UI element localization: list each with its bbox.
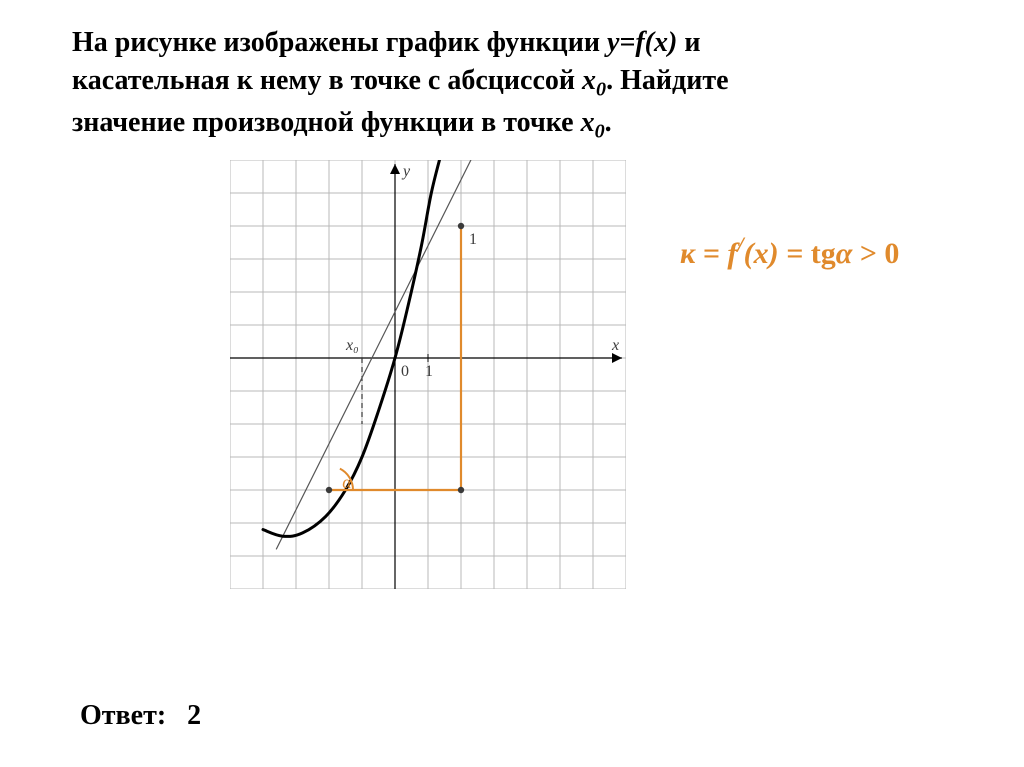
problem-x0b: x xyxy=(581,107,595,138)
formula-x: x xyxy=(754,237,769,270)
problem-x0: x xyxy=(582,65,596,96)
chart: yx01x₀α1 xyxy=(230,160,630,600)
formula-gt: > 0 xyxy=(852,237,899,270)
svg-text:1: 1 xyxy=(469,231,477,248)
formula-eq2: = xyxy=(779,237,811,270)
problem-statement: На рисунке изображены график функции y=f… xyxy=(72,24,952,145)
problem-x0-sub: 0 xyxy=(596,78,606,100)
problem-text-2b: . Найдите xyxy=(606,65,728,96)
formula-f: f xyxy=(727,237,737,270)
svg-text:y: y xyxy=(401,163,411,180)
svg-text:α: α xyxy=(342,472,352,492)
formula-eq1: = xyxy=(695,237,727,270)
answer-value: 2 xyxy=(187,700,201,731)
formula-paren-open: ( xyxy=(744,237,754,270)
formula-paren-close: ) xyxy=(769,237,779,270)
answer: Ответ: 2 xyxy=(80,700,201,732)
problem-x0b-sub: 0 xyxy=(595,120,605,142)
problem-text-2: касательная к нему в точке с абсциссой xyxy=(72,65,582,96)
problem-text-1b: и xyxy=(677,27,700,58)
problem-text-3b: . xyxy=(605,107,612,138)
problem-text-1: На рисунке изображены график функции xyxy=(72,27,607,58)
svg-text:1: 1 xyxy=(425,363,433,380)
formula-tg: tg xyxy=(811,237,836,270)
answer-label: Ответ: xyxy=(80,700,166,731)
derivative-formula: к = f/(x) = tgα > 0 xyxy=(680,232,899,271)
svg-text:0: 0 xyxy=(401,363,409,380)
problem-text-3: значение производной функции в точке xyxy=(72,107,581,138)
svg-text:x: x xyxy=(611,337,619,354)
formula-alpha: α xyxy=(836,237,853,270)
svg-text:x₀: x₀ xyxy=(345,337,359,354)
formula-k: к xyxy=(680,237,695,270)
problem-func: y=f(x) xyxy=(607,27,677,58)
